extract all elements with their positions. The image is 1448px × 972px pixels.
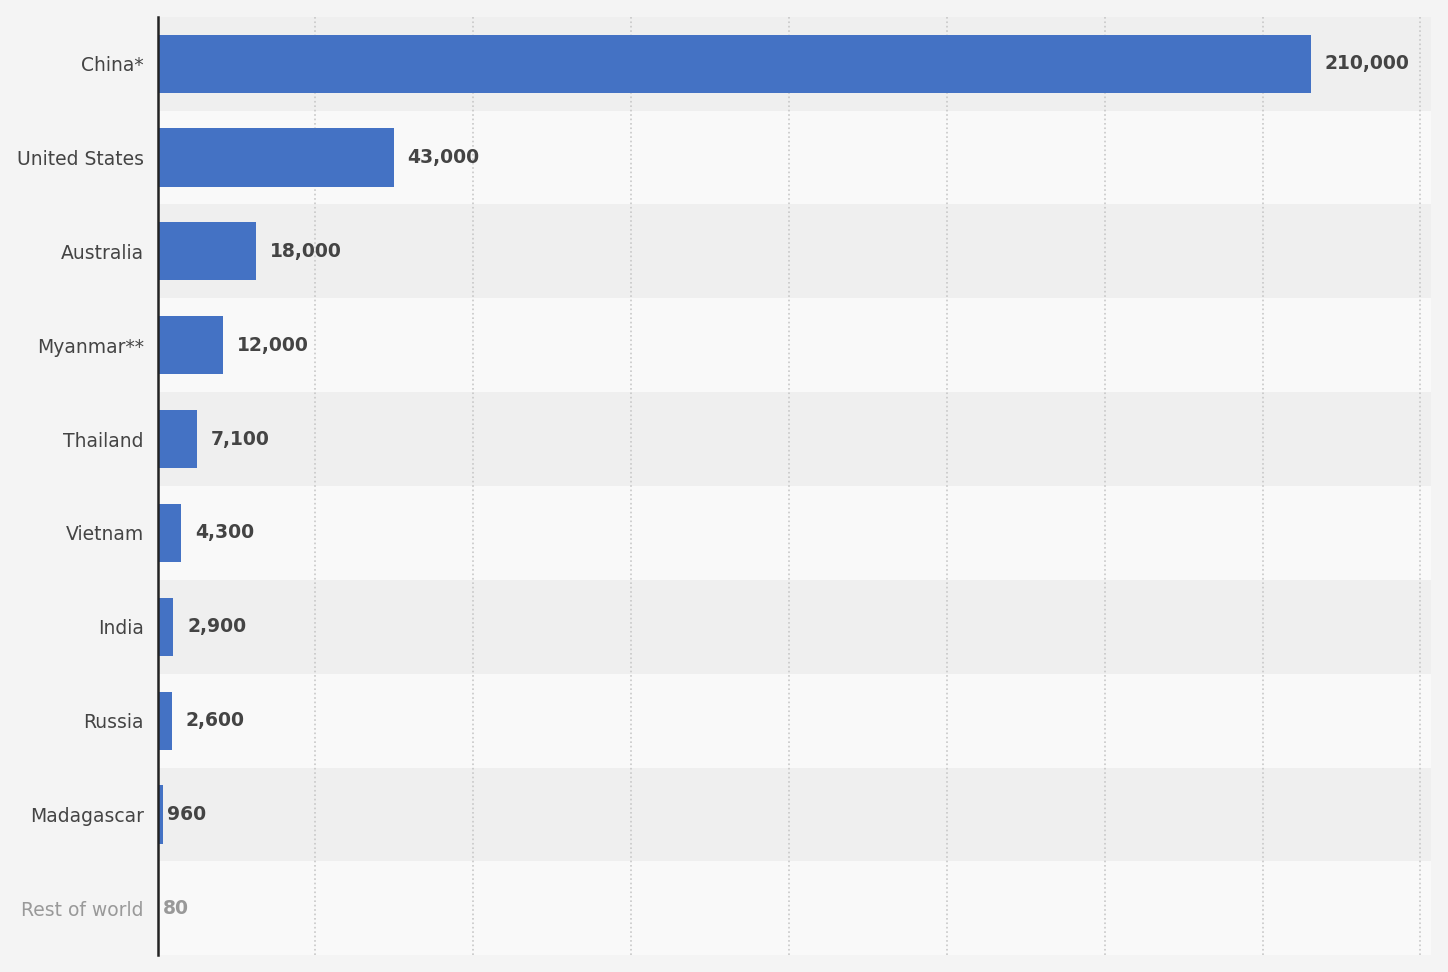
Bar (158, 410, 197, 469)
Bar (158, 316, 223, 374)
Text: 2,900: 2,900 (187, 617, 246, 637)
Text: 960: 960 (167, 805, 207, 824)
Text: 4,300: 4,300 (195, 524, 253, 542)
Bar (158, 691, 172, 749)
Bar (158, 298, 1431, 392)
Bar (158, 785, 162, 844)
Bar (158, 486, 1431, 580)
Bar (158, 111, 1431, 204)
Text: 7,100: 7,100 (210, 430, 269, 448)
Bar (158, 503, 181, 562)
Text: 12,000: 12,000 (237, 335, 308, 355)
Text: 80: 80 (162, 899, 188, 918)
Bar (158, 861, 1431, 955)
Text: 210,000: 210,000 (1325, 54, 1409, 73)
Bar (158, 204, 1431, 298)
Bar (158, 598, 174, 656)
Bar (158, 34, 1310, 92)
Bar (158, 580, 1431, 674)
Text: 43,000: 43,000 (407, 148, 479, 167)
Bar (158, 128, 394, 187)
Bar (158, 17, 1431, 111)
Bar (158, 392, 1431, 486)
Bar (158, 674, 1431, 768)
Bar (158, 768, 1431, 861)
Text: 2,600: 2,600 (185, 712, 245, 730)
Bar (158, 223, 256, 281)
Text: 18,000: 18,000 (271, 242, 342, 260)
